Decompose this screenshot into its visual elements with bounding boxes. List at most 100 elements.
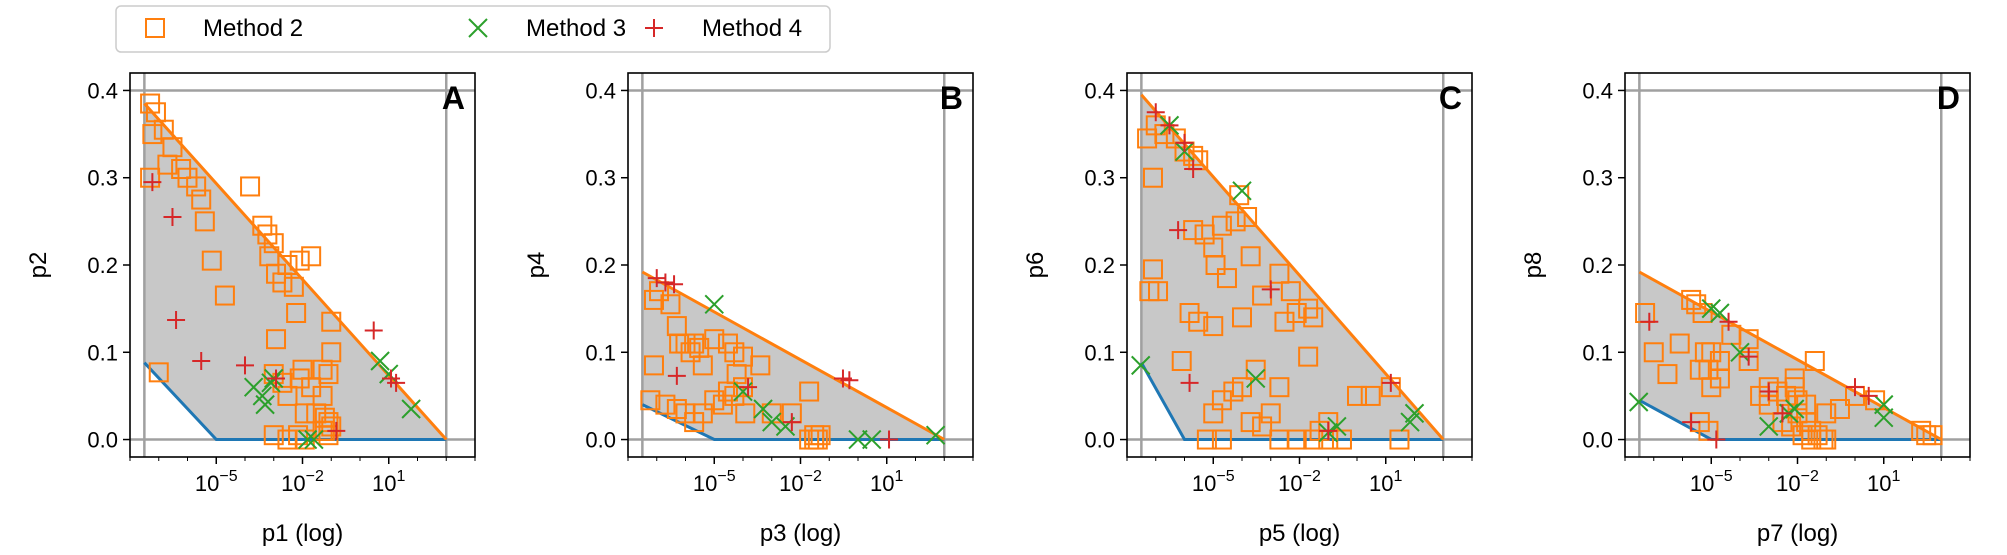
panel-a-point-m2-36 [318,364,339,385]
panel-c-point-m2-33 [1298,346,1319,367]
panel-c-point-m4-2 [1175,133,1194,152]
panel-b-point-m2-9 [692,355,713,376]
panel-a-xtick-label: 10−5 [195,468,238,496]
panel-b-point-m2-36 [804,425,825,446]
panel-b-point-m4-1 [656,273,675,292]
legend-label-1: Method 2 [203,15,303,42]
panel-c-point-m2-49 [1347,385,1367,406]
panel-c-point-m2-30 [1171,351,1192,371]
panel-b-upper-bound [641,270,946,441]
panel-a-ytick-label: 0.3 [87,166,118,191]
panel-d-point-m2-3 [1669,333,1690,354]
panel-a-ytick-label: 0.2 [87,253,118,278]
panel-d: 0.0 0.1 0.2 0.3 0.4 10−5 10−2 101 p7 (log) p8 D [1520,72,1971,547]
panel-d-point-m2-35 [1784,368,1805,389]
panel-a-point-m2-48 [263,425,284,446]
panel-a-ytick-label: 0.4 [87,78,118,103]
panel-a-point-m2-31 [277,385,298,406]
panel-d-ytick-label: 0.4 [1582,78,1613,103]
panel-c-point-m2-50 [1360,385,1381,406]
panel-d-ytick-label: 0.2 [1582,253,1613,278]
panel-b-xlabel: p3 (log) [760,520,841,547]
panel-a-point-m3-7 [401,399,421,419]
panel-a-point-m2-28 [148,362,169,383]
panel-d-point-m3-4 [1759,416,1779,437]
panel-a-point-m3-8 [297,429,318,450]
panel-b-point-m3-6 [862,429,882,450]
panel-c-ylabel: p6 [1022,252,1049,279]
panel-c-point-m2-17 [1237,207,1258,227]
panel-c-point-m2-40 [1211,429,1232,450]
panel-d-point-m2-2 [1657,364,1678,385]
panel-a-point-m2-9 [191,189,212,210]
panel-c-lower-bound [1140,361,1444,441]
panel-b-point-m4-8 [880,430,899,449]
panel-a-point-m2-10 [140,167,161,188]
panel-b-xtick-label: 101 [870,468,903,496]
panel-c-point-m2-43 [1260,403,1281,424]
panel-a-point-m4-8 [387,373,406,392]
panel-b-point-m2-10 [704,329,725,350]
legend: Method 2 Method 3 Method 4 [115,5,831,53]
panel-a-point-m3-5 [370,351,390,371]
panel-b-point-m2-28 [640,390,661,411]
panel-d-point-m4-3 [1739,347,1758,366]
panel-a-point-m2-26 [266,329,287,350]
panel-d-letter: D [1937,80,1960,116]
panel-c-point-m2-14 [1211,215,1232,236]
panel-c-ytick-label: 0.1 [1084,340,1115,365]
panel-a-ytick-label: 0.0 [87,428,118,453]
panel-d-point-m2-30 [1816,429,1837,450]
panel-a-point-m3-2 [255,394,275,415]
panel-c-point-m2-32 [1203,316,1224,337]
panel-d-point-m4-4 [1759,382,1778,401]
panel-b-point-m2-27 [643,355,664,376]
panel-c-point-m2-20 [1240,246,1261,267]
panel-d-xtick-label: 101 [1867,468,1900,496]
panel-d-point-m4-1 [1682,413,1701,432]
panel-d-point-m4-6 [1773,404,1792,423]
panel-b-point-m4-2 [665,275,684,294]
panel-c-point-m2-28 [1232,307,1252,328]
panel-d-point-m2-6 [1692,303,1713,323]
panel-a-ytick-label: 0.1 [87,340,118,365]
panel-b-point-m2-29 [717,381,738,402]
panel-c-point-m2-52 [1389,429,1410,450]
panel-a-point-m2-16 [263,233,284,254]
panel-d-point-m4-8 [1859,386,1878,405]
legend-marker-1 [145,18,165,38]
panel-c-point-m2-38 [1203,403,1224,424]
panel-c-point-m2-22 [1269,263,1290,284]
panel-d-xtick-label: 10−2 [1776,468,1819,496]
panel-b-ylabel: p4 [523,252,550,279]
panel-a-point-m4-1 [163,208,182,226]
panel-c-point-m3-4 [1246,368,1266,389]
panel-b-letter: B [940,80,963,116]
panel-c-point-m3-6 [1327,416,1347,437]
panel-d-point-m4-2 [1719,312,1738,331]
panel-b-ytick-label: 0.0 [585,428,616,453]
panel-a-point-m2-46 [288,425,309,446]
panel-b-point-m3-7 [925,425,946,445]
panel-a-series-3 [243,351,421,450]
panel-c-xlabel: p5 (log) [1259,520,1340,547]
panel-c-point-m3-0 [1131,355,1151,376]
panel-a-xtick-label: 10−2 [281,468,324,496]
panel-b-point-m2-18 [735,403,756,424]
panel-d-xtick-label: 10−5 [1690,468,1733,496]
panel-d-point-m2-12 [1701,377,1722,398]
panel-c-point-m4-6 [1261,280,1280,299]
panel-c-point-m2-23 [1280,281,1301,302]
legend-label-2: Method 3 [526,15,626,42]
panel-b-point-m3-3 [762,412,782,432]
panel-c-xtick-label: 10−2 [1278,468,1321,496]
panel-a-xlabel: p1 (log) [262,520,343,547]
legend-frame [115,5,831,53]
panel-b-point-m3-5 [848,429,868,450]
panel-c-ytick-label: 0.4 [1084,78,1115,103]
panel-c-point-m4-7 [1319,421,1338,440]
panel-c-point-m4-1 [1160,116,1179,135]
panel-a-point-m2-20 [277,255,298,275]
panel-c-point-m3-8 [1404,403,1425,424]
